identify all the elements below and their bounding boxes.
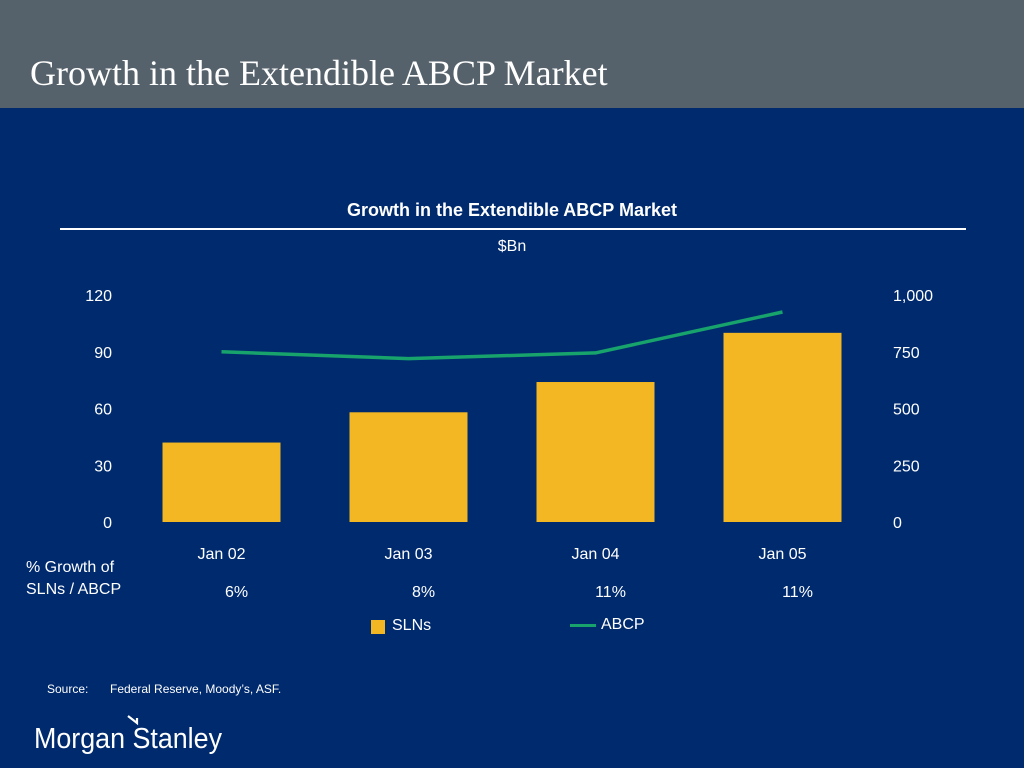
header-bar xyxy=(0,0,1024,108)
source-label: Source: xyxy=(47,682,89,696)
chart-title: Growth in the Extendible ABCP Market xyxy=(346,200,678,220)
y-left-tick-label: 120 xyxy=(85,288,112,305)
growth-value: 11% xyxy=(782,584,813,601)
legend-label-abcp: ABCP xyxy=(601,616,645,633)
growth-value: 6% xyxy=(225,584,248,601)
legend-line-swatch xyxy=(570,624,596,627)
legend-bar-swatch xyxy=(371,620,385,634)
y-right-tick-label: 1,000 xyxy=(893,288,933,305)
bar-slns xyxy=(723,332,842,522)
chart-unit-label: $Bn xyxy=(497,238,527,255)
legend-item-abcp: ABCP xyxy=(570,615,680,637)
slide-title: Growth in the Extendible ABCP Market xyxy=(30,53,608,93)
bar-slns xyxy=(162,442,281,522)
y-right-tick-label: 500 xyxy=(893,402,920,419)
y-left-tick-label: 60 xyxy=(94,402,112,419)
growth-value: 8% xyxy=(412,584,435,601)
y-left-tick-label: 30 xyxy=(94,458,112,475)
growth-row-label-line1: % Growth of xyxy=(26,559,115,576)
legend-label-slns: SLNs xyxy=(392,617,432,634)
morgan-stanley-logo: Morgan Stanley xyxy=(34,715,222,755)
logo-mark-icon xyxy=(127,715,139,726)
x-tick-label: Jan 05 xyxy=(758,546,806,563)
growth-row-label-line2: SLNs / ABCP xyxy=(26,581,122,598)
x-tick-label: Jan 02 xyxy=(197,546,245,563)
y-left-tick-label: 90 xyxy=(94,345,112,362)
growth-row-label: % Growth of SLNs / ABCP xyxy=(26,557,176,601)
bar-slns xyxy=(536,382,655,522)
y-right-tick-label: 250 xyxy=(893,458,920,475)
growth-value: 11% xyxy=(595,584,626,601)
x-tick-label: Jan 03 xyxy=(384,546,432,563)
chart-title-rule xyxy=(60,228,966,230)
y-left-tick-label: 0 xyxy=(103,515,112,532)
source-text: Federal Reserve, Moody’s, ASF. xyxy=(110,682,282,696)
y-right-tick-label: 0 xyxy=(893,515,902,532)
logo-wordmark: Morgan Stanley xyxy=(34,723,222,755)
source-note: Source: Federal Reserve, Moody’s, ASF. xyxy=(47,682,281,696)
legend-item-slns: SLNs xyxy=(371,616,481,638)
x-tick-label: Jan 04 xyxy=(571,546,619,563)
y-right-tick-label: 750 xyxy=(893,345,920,362)
line-abcp xyxy=(221,310,783,361)
bar-slns xyxy=(349,412,468,522)
